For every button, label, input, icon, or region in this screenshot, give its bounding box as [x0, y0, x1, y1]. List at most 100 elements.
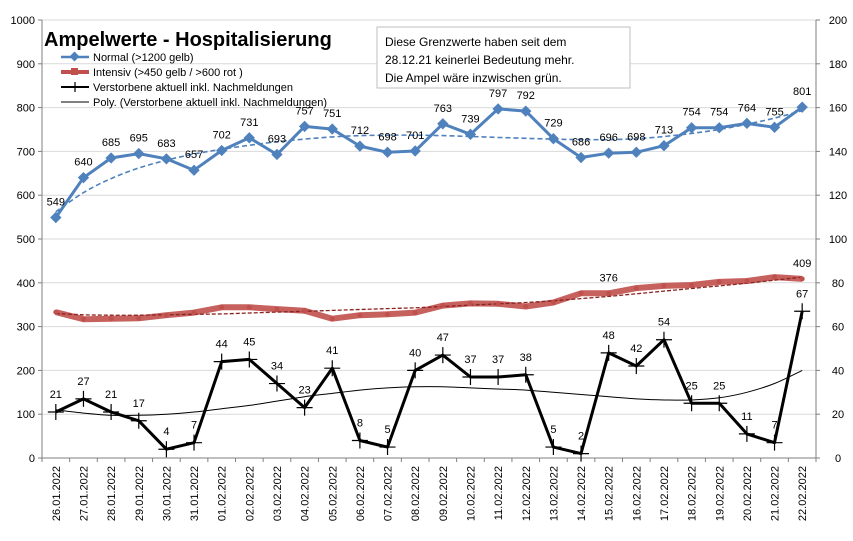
- data-label-normal: 696: [599, 132, 617, 144]
- point-intensiv: [385, 311, 391, 317]
- point-normal: [381, 146, 394, 158]
- point-normal: [464, 128, 477, 140]
- data-label-normal: 764: [738, 102, 756, 114]
- point-verstorbene: [683, 395, 700, 412]
- data-label-normal: 751: [323, 108, 341, 120]
- trend-line-verstorbene: [55, 369, 803, 417]
- data-label-verstorbene: 42: [630, 343, 642, 355]
- y-axis-right: 0 20 40 60 80 100 120 140 160 180 200: [815, 15, 847, 465]
- point-verstorbene: [158, 441, 175, 458]
- data-label-normal: 763: [434, 103, 452, 115]
- x-tick-label: 27.01.2022: [78, 466, 90, 521]
- x-tick-label: 29.01.2022: [134, 466, 146, 521]
- plot-area: [47, 101, 811, 462]
- point-normal: [409, 145, 421, 157]
- point-normal: [575, 151, 587, 164]
- point-normal: [547, 133, 560, 145]
- x-tick-label: 07.02.2022: [383, 466, 395, 521]
- note-box-frame: [376, 26, 631, 89]
- data-label-verstorbene: 48: [603, 330, 615, 342]
- point-normal: [243, 132, 255, 144]
- data-label-verstorbene: 34: [271, 361, 283, 373]
- trend-line-intensiv: [55, 276, 803, 316]
- x-tick-label: 20.02.2022: [742, 466, 754, 521]
- point-normal: [630, 146, 642, 158]
- y-left-tick-label: 300: [17, 322, 35, 334]
- data-label-verstorbene: 44: [216, 339, 228, 351]
- point-intensiv: [744, 278, 750, 284]
- point-intensiv: [246, 304, 252, 310]
- data-label-verstorbene: 21: [105, 389, 117, 401]
- y-axis-left: 0 100 200 300 400 500 600 700 800 900 1000: [11, 15, 43, 465]
- data-label-normal: 797: [489, 88, 507, 100]
- data-label-normal: 685: [102, 137, 120, 149]
- series-line-intensiv: [55, 274, 803, 323]
- point-intensiv: [799, 276, 805, 282]
- y-right-tick-label: 160: [829, 103, 847, 115]
- x-tick-label: 31.01.2022: [189, 466, 201, 521]
- point-verstorbene: [738, 425, 755, 442]
- point-normal: [133, 147, 145, 160]
- point-verstorbene: [241, 351, 258, 368]
- point-verstorbene: [75, 390, 92, 407]
- note-line-1: Diese Grenzwerte haben seit dem: [385, 35, 566, 49]
- x-tick-label: 19.02.2022: [714, 466, 726, 521]
- data-label-normal: 754: [682, 107, 700, 119]
- point-intensiv: [412, 310, 418, 316]
- data-label-verstorbene: 8: [357, 417, 363, 429]
- legend: Normal (>1200 gelb) Intensiv (>450 gelb …: [61, 51, 327, 109]
- point-verstorbene: [47, 404, 64, 421]
- data-label-verstorbene: 41: [326, 345, 338, 357]
- data-label-normal: 801: [793, 86, 811, 98]
- series-line-normal: [54, 105, 804, 219]
- data-label-verstorbene: 23: [298, 385, 310, 397]
- y-right-tick-label: 120: [829, 190, 847, 202]
- data-label-verstorbene: 45: [243, 336, 255, 348]
- x-tick-label: 02.02.2022: [244, 466, 256, 521]
- y-left-tick-label: 900: [17, 59, 35, 71]
- data-label-verstorbene: 27: [77, 376, 89, 388]
- data-label-normal: 657: [185, 149, 203, 161]
- square-marker-icon: [71, 68, 78, 75]
- x-tick-label: 10.02.2022: [465, 466, 477, 521]
- point-intensiv: [440, 303, 446, 309]
- y-right-tick-label: 100: [829, 234, 847, 246]
- point-normal: [658, 140, 670, 152]
- x-axis: 26.01.2022 27.01.2022 28.01.2022 29.01.2022…: [41, 457, 817, 521]
- data-label-verstorbene: 37: [464, 354, 476, 366]
- data-label-normal: 695: [130, 133, 148, 145]
- point-intensiv: [467, 300, 473, 306]
- note-line-3: Die Ampel wäre inzwischen grün.: [385, 71, 562, 85]
- data-label-verstorbene: 47: [437, 332, 449, 344]
- legend-label-verstorbene: Verstorbene aktuell inkl. Nachmeldungen: [93, 82, 293, 94]
- data-label-verstorbene: 7: [771, 420, 777, 432]
- data-label-normal: 698: [627, 131, 645, 143]
- point-intensiv: [550, 300, 556, 306]
- point-verstorbene: [600, 344, 617, 361]
- x-tick-label: 15.02.2022: [604, 466, 616, 521]
- y-left-tick-label: 0: [29, 453, 35, 465]
- y-right-tick-label: 200: [829, 15, 847, 27]
- point-verstorbene: [794, 303, 811, 320]
- point-verstorbene: [407, 362, 424, 379]
- data-label-verstorbene: 2: [578, 431, 584, 443]
- data-label-intensiv: 376: [599, 272, 617, 284]
- data-label-verstorbene: 54: [658, 317, 670, 329]
- data-label-normal: 683: [157, 138, 175, 150]
- note-box: Diese Grenzwerte haben seit dem 28.12.21…: [376, 26, 631, 89]
- point-intensiv: [163, 312, 169, 318]
- point-verstorbene: [324, 360, 341, 377]
- data-label-verstorbene: 17: [133, 398, 145, 410]
- point-normal: [713, 122, 725, 134]
- x-tick-label: 05.02.2022: [327, 466, 339, 521]
- point-verstorbene: [379, 439, 396, 456]
- y-left-tick-label: 200: [17, 365, 35, 377]
- legend-label-normal: Normal (>1200 gelb): [93, 52, 194, 64]
- data-label-verstorbene: 38: [520, 352, 532, 364]
- data-label-normal: 686: [572, 137, 590, 149]
- series-line-verstorbene: [55, 310, 804, 456]
- data-label-normal: 792: [517, 90, 535, 102]
- x-tick-label: 09.02.2022: [438, 466, 450, 521]
- data-label-normal: 701: [406, 130, 424, 142]
- point-verstorbene: [711, 395, 728, 412]
